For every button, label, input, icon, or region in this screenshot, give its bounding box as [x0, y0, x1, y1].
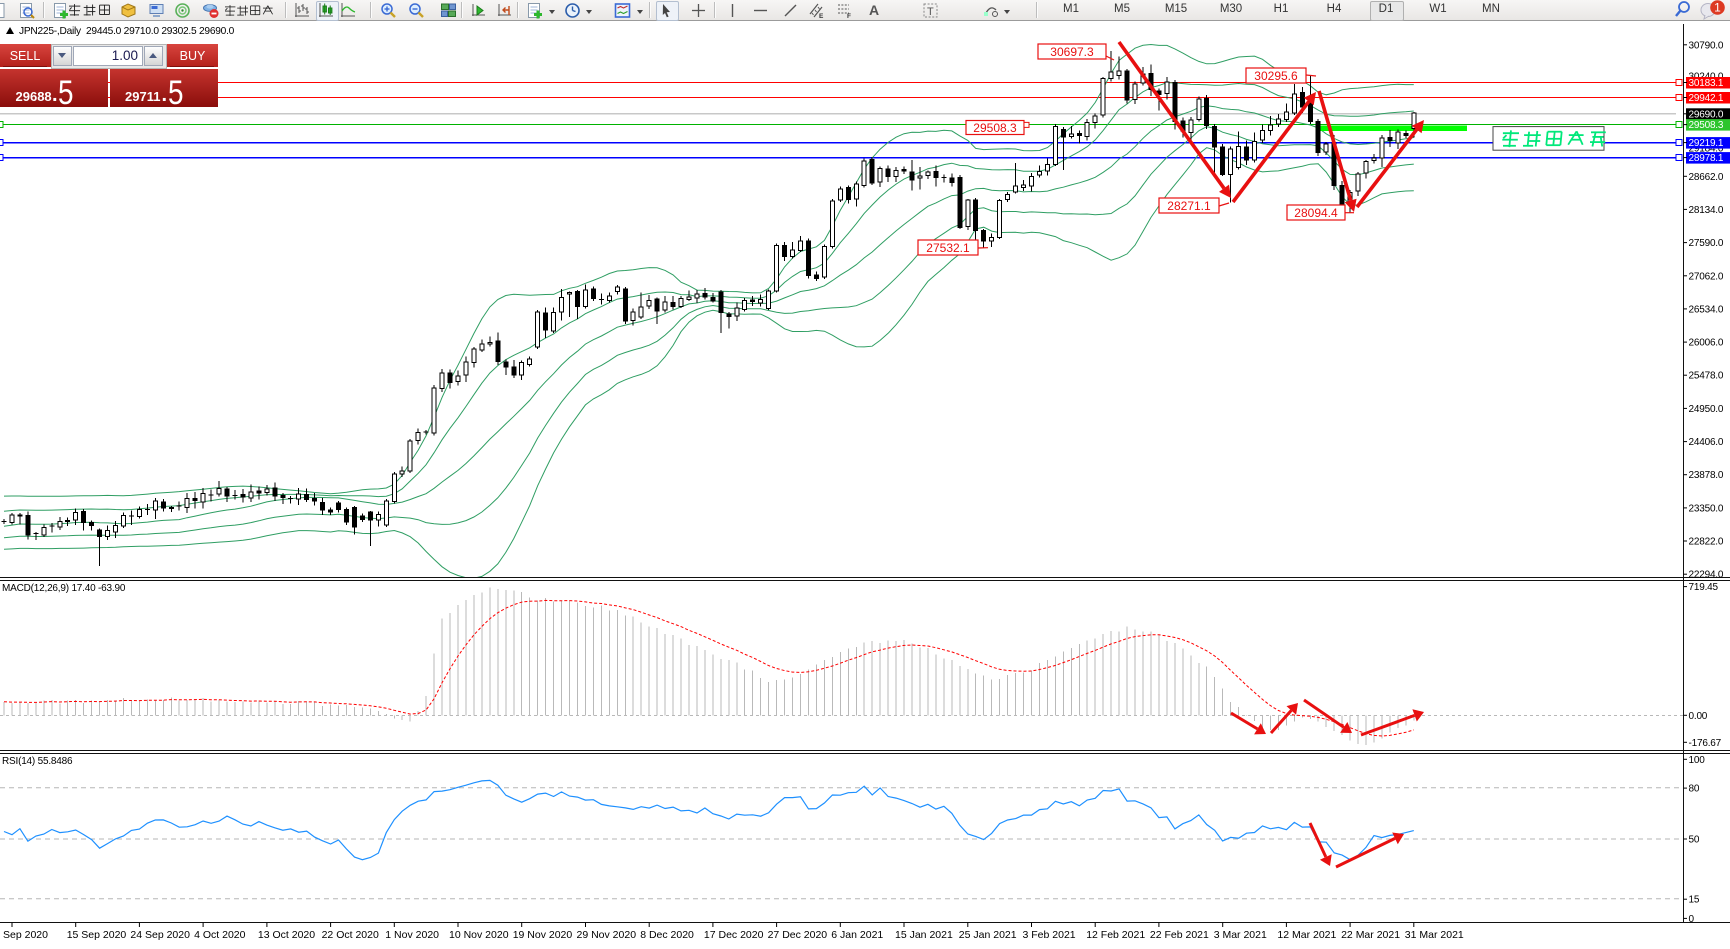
- svg-text:23878.0: 23878.0: [1689, 470, 1724, 481]
- svg-text:6 Jan 2021: 6 Jan 2021: [831, 929, 883, 941]
- svg-text:25478.0: 25478.0: [1689, 371, 1724, 382]
- svg-text:1: 1: [1714, 1, 1721, 15]
- svg-text:23350.0: 23350.0: [1689, 503, 1724, 514]
- svg-text:24406.0: 24406.0: [1689, 437, 1724, 448]
- svg-text:T: T: [927, 6, 934, 18]
- svg-text:22 Oct 2020: 22 Oct 2020: [322, 929, 379, 941]
- svg-text:719.45: 719.45: [1689, 582, 1719, 593]
- svg-text:13 Oct 2020: 13 Oct 2020: [258, 929, 315, 941]
- svg-text:22822.0: 22822.0: [1689, 537, 1724, 548]
- svg-text:0: 0: [1689, 914, 1695, 925]
- svg-text:0.00: 0.00: [1689, 711, 1708, 722]
- svg-text:4 Oct 2020: 4 Oct 2020: [194, 929, 246, 941]
- svg-text:29690.0: 29690.0: [1689, 109, 1724, 120]
- svg-text:12 Mar 2021: 12 Mar 2021: [1277, 929, 1336, 941]
- svg-text:29942.1: 29942.1: [1689, 93, 1724, 104]
- svg-text:F: F: [847, 13, 851, 19]
- svg-text:80: 80: [1689, 784, 1700, 795]
- svg-text:27062.0: 27062.0: [1689, 271, 1724, 282]
- svg-text:26006.0: 26006.0: [1689, 338, 1724, 349]
- svg-text:3 Feb 2021: 3 Feb 2021: [1023, 929, 1076, 941]
- svg-text:8 Dec 2020: 8 Dec 2020: [640, 929, 694, 941]
- svg-text:26534.0: 26534.0: [1689, 304, 1724, 315]
- svg-text:19 Nov 2020: 19 Nov 2020: [513, 929, 573, 941]
- svg-text:30790.0: 30790.0: [1689, 40, 1724, 51]
- svg-text:28662.0: 28662.0: [1689, 172, 1724, 183]
- svg-text:E: E: [819, 13, 824, 19]
- svg-text:29508.3: 29508.3: [973, 121, 1017, 135]
- svg-text:27532.1: 27532.1: [926, 241, 970, 255]
- svg-text:28271.1: 28271.1: [1167, 199, 1211, 213]
- svg-text:15: 15: [1689, 895, 1700, 906]
- svg-text:22 Feb 2021: 22 Feb 2021: [1150, 929, 1209, 941]
- svg-text:28978.1: 28978.1: [1689, 153, 1724, 164]
- svg-text:3 Mar 2021: 3 Mar 2021: [1214, 929, 1267, 941]
- svg-text:RSI(14) 55.8486: RSI(14) 55.8486: [2, 756, 73, 767]
- svg-text:22 Mar 2021: 22 Mar 2021: [1341, 929, 1400, 941]
- svg-text:29 Nov 2020: 29 Nov 2020: [577, 929, 637, 941]
- svg-text:Sep 2020: Sep 2020: [3, 929, 48, 941]
- svg-text:29219.1: 29219.1: [1689, 138, 1724, 149]
- svg-text:15 Sep 2020: 15 Sep 2020: [67, 929, 127, 941]
- svg-text:25 Jan 2021: 25 Jan 2021: [959, 929, 1017, 941]
- svg-text:30183.1: 30183.1: [1689, 78, 1724, 89]
- svg-text:22294.0: 22294.0: [1689, 570, 1724, 581]
- svg-text:12 Feb 2021: 12 Feb 2021: [1086, 929, 1145, 941]
- svg-text:24950.0: 24950.0: [1689, 404, 1724, 415]
- svg-text:27 Dec 2020: 27 Dec 2020: [768, 929, 828, 941]
- svg-text:15 Jan 2021: 15 Jan 2021: [895, 929, 953, 941]
- svg-text:1 Nov 2020: 1 Nov 2020: [385, 929, 439, 941]
- svg-text:29184.0: 29184.0: [1689, 144, 1724, 155]
- svg-text:10 Nov 2020: 10 Nov 2020: [449, 929, 509, 941]
- svg-text:100: 100: [1689, 755, 1706, 766]
- svg-text:-176.67: -176.67: [1689, 738, 1722, 749]
- svg-text:24 Sep 2020: 24 Sep 2020: [130, 929, 190, 941]
- svg-text:31 Mar 2021: 31 Mar 2021: [1405, 929, 1464, 941]
- svg-text:MACD(12,26,9) 17.40 -63.90: MACD(12,26,9) 17.40 -63.90: [2, 583, 126, 594]
- svg-text:28134.0: 28134.0: [1689, 205, 1724, 216]
- svg-text:30295.6: 30295.6: [1254, 69, 1298, 83]
- svg-text:30697.3: 30697.3: [1050, 45, 1094, 59]
- svg-text:28094.4: 28094.4: [1294, 206, 1338, 220]
- svg-text:27590.0: 27590.0: [1689, 238, 1724, 249]
- svg-text:17 Dec 2020: 17 Dec 2020: [704, 929, 764, 941]
- svg-text:29508.3: 29508.3: [1689, 120, 1724, 131]
- svg-text:50: 50: [1689, 835, 1700, 846]
